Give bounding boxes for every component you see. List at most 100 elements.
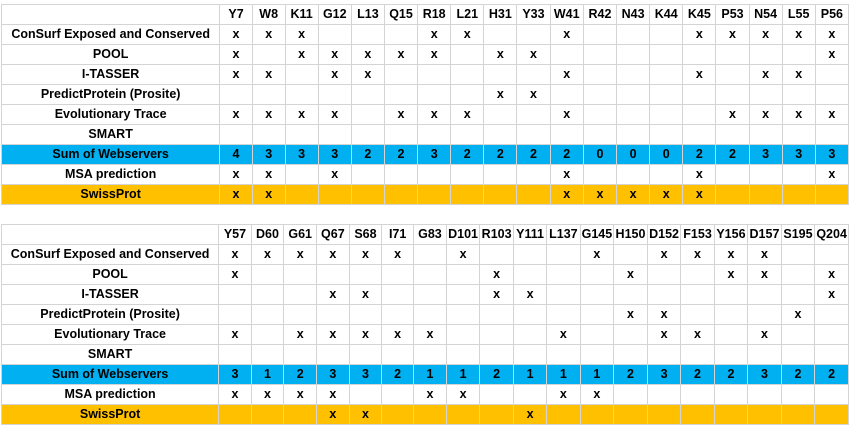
prediction-cell: x	[512, 284, 548, 305]
prediction-cell: x	[546, 324, 581, 345]
prediction-cell: x	[549, 64, 584, 85]
table-row: MSA prediction x x x x x x x x	[0, 384, 849, 405]
prediction-cell	[780, 344, 816, 365]
prediction-cell	[579, 344, 615, 365]
prediction-cell	[450, 64, 485, 85]
sum-cell: 3	[814, 144, 849, 165]
table-row: POOL x x x x x x x x x	[0, 44, 849, 65]
prediction-cell: x	[219, 164, 253, 185]
sum-cell: 2	[483, 144, 518, 165]
prediction-cell: x	[579, 384, 615, 405]
residue-header-cell: G61	[283, 224, 318, 245]
sum-cell: 0	[649, 144, 684, 165]
prediction-cell	[284, 84, 319, 105]
prediction-cell: x	[219, 24, 253, 45]
sum-cell: 2	[516, 144, 551, 165]
prediction-cell: x	[748, 64, 783, 85]
prediction-cell: x	[350, 64, 385, 85]
table-row: Evolutionary Trace x x x x x x x x x x x x	[0, 104, 849, 125]
sum-cell: 3	[218, 364, 252, 385]
prediction-cell	[350, 124, 385, 145]
prediction-cell	[450, 84, 485, 105]
prediction-cell	[417, 124, 452, 145]
prediction-cell	[780, 404, 816, 425]
prediction-cell	[616, 164, 651, 185]
prediction-cell	[582, 164, 618, 185]
prediction-cell: x	[682, 64, 717, 85]
prediction-cell	[219, 124, 253, 145]
row-label: Sum of Webservers	[0, 364, 220, 385]
prediction-cell: x	[251, 164, 286, 185]
prediction-cell	[780, 284, 816, 305]
residue-header-cell: H31	[483, 4, 518, 25]
residue-header-cell: P56	[814, 4, 849, 25]
prediction-cell	[381, 284, 415, 305]
prediction-cell	[715, 124, 750, 145]
prediction-cell: x	[748, 24, 783, 45]
prediction-cell	[616, 64, 651, 85]
prediction-cell	[579, 404, 615, 425]
prediction-cell	[218, 404, 252, 425]
prediction-cell: x	[383, 104, 419, 125]
prediction-cell	[283, 404, 318, 425]
prediction-cell	[348, 304, 383, 325]
table-row: Sum of Webservers 3 1 2 3 3 2 1 1 2 1 1 1 2 3 2 2 3 2 2	[0, 364, 849, 385]
prediction-cell	[549, 44, 584, 65]
prediction-cell	[348, 264, 383, 285]
prediction-cell	[649, 124, 684, 145]
prediction-cell: x	[348, 324, 383, 345]
prediction-cell	[516, 124, 551, 145]
prediction-cell	[747, 344, 782, 365]
prediction-cell	[512, 304, 548, 325]
sum-cell: 3	[747, 364, 782, 385]
row-label: ConSurf Exposed and Conserved	[0, 24, 221, 45]
prediction-cell	[413, 284, 447, 305]
row-label: ConSurf Exposed and Conserved	[0, 244, 220, 265]
prediction-cell: x	[814, 264, 849, 285]
sum-cell: 2	[680, 364, 715, 385]
sum-cell: 1	[512, 364, 548, 385]
prediction-cell	[283, 284, 318, 305]
prediction-cell	[348, 344, 383, 365]
prediction-cell: x	[283, 384, 318, 405]
residue-header-cell: S68	[348, 224, 383, 245]
prediction-cell: x	[715, 104, 750, 125]
prediction-cell: x	[251, 184, 286, 205]
residue-header-cell: R42	[582, 4, 618, 25]
prediction-cell: x	[713, 264, 749, 285]
prediction-cell	[814, 404, 849, 425]
row-label: SMART	[0, 344, 220, 365]
prediction-cell	[512, 384, 548, 405]
residue-header-cell: L137	[546, 224, 581, 245]
prediction-cell	[748, 184, 783, 205]
prediction-cell	[283, 344, 318, 365]
prediction-cell	[483, 24, 518, 45]
prediction-cell	[649, 84, 684, 105]
prediction-cell: x	[316, 324, 350, 345]
prediction-cell	[413, 344, 447, 365]
residue-header-cell: F153	[680, 224, 715, 245]
table-row: PredictProtein (Prosite) x x x	[0, 304, 849, 325]
residue-header-cell: L13	[350, 4, 385, 25]
row-label: PredictProtein (Prosite)	[0, 304, 220, 325]
prediction-cell	[417, 164, 452, 185]
prediction-cell	[781, 124, 816, 145]
prediction-cell	[450, 184, 485, 205]
prediction-cell	[579, 264, 615, 285]
sum-cell: 2	[682, 144, 717, 165]
prediction-cell	[350, 104, 385, 125]
prediction-cell	[814, 124, 849, 145]
prediction-cell: x	[579, 244, 615, 265]
prediction-cell: x	[348, 404, 383, 425]
prediction-cell	[317, 124, 352, 145]
prediction-cell	[616, 44, 651, 65]
prediction-cell	[646, 344, 682, 365]
table-row: ConSurf Exposed and Conserved x x x x x x x x x x x…	[0, 244, 849, 265]
sum-cell: 2	[381, 364, 415, 385]
prediction-cell: x	[649, 184, 684, 205]
prediction-cell	[512, 344, 548, 365]
prediction-cell: x	[413, 324, 447, 345]
prediction-cell	[445, 324, 481, 345]
prediction-cell	[445, 284, 481, 305]
residue-header-cell: I71	[381, 224, 415, 245]
